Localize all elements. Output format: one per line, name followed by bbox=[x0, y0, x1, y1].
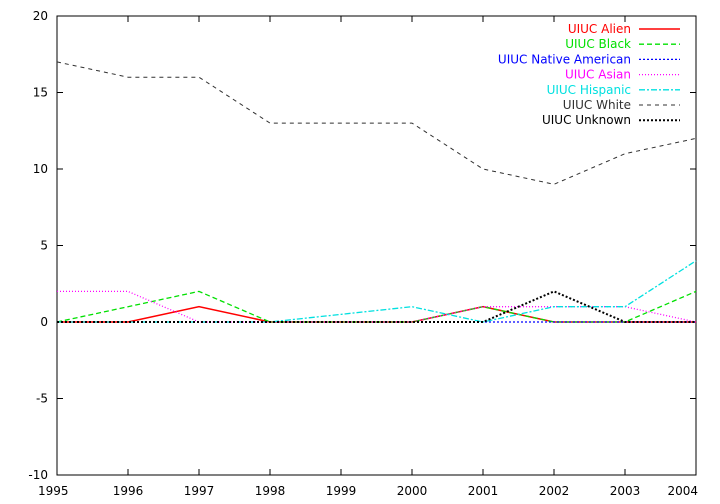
legend-label-uiuc-white: UIUC White bbox=[563, 98, 631, 112]
x-tick-label: 2002 bbox=[539, 484, 570, 498]
x-tick-label: 1995 bbox=[38, 484, 69, 498]
y-tick-label: 15 bbox=[33, 86, 48, 100]
x-tick-label: 1997 bbox=[184, 484, 215, 498]
series-line-uiuc-hispanic bbox=[57, 260, 697, 323]
x-tick-label: 1998 bbox=[255, 484, 286, 498]
x-tick-label: 2004 bbox=[667, 484, 698, 498]
x-tick-label: 1999 bbox=[326, 484, 357, 498]
axis-ticks: -10 -5 0 5 10 15 20 1995 1996 1997 1998 1999 2000 200… bbox=[28, 9, 698, 498]
y-tick-label: -10 bbox=[28, 468, 48, 482]
legend-label-uiuc-hispanic: UIUC Hispanic bbox=[547, 83, 631, 97]
x-tick-label: 2003 bbox=[610, 484, 641, 498]
legend-label-uiuc-asian: UIUC Asian bbox=[565, 68, 631, 82]
x-tick-label: 2001 bbox=[468, 484, 499, 498]
x-tick-label: 2000 bbox=[397, 484, 428, 498]
legend-label-uiuc-black: UIUC Black bbox=[565, 37, 631, 51]
y-tick-label: 5 bbox=[40, 239, 48, 253]
legend-label-uiuc-native-american: UIUC Native American bbox=[498, 52, 631, 66]
y-tick-label: 0 bbox=[40, 315, 48, 329]
series-line-uiuc-unknown bbox=[57, 290, 696, 323]
y-tick-label: 20 bbox=[33, 9, 48, 23]
series-line-uiuc-alien bbox=[57, 305, 696, 323]
legend-label-uiuc-unknown: UIUC Unknown bbox=[542, 113, 631, 127]
series-lines bbox=[56, 61, 697, 323]
x-tick-label: 1996 bbox=[113, 484, 144, 498]
y-tick-label: -5 bbox=[36, 392, 48, 406]
y-tick-label: 10 bbox=[33, 162, 48, 176]
legend-label-uiuc-alien: UIUC Alien bbox=[568, 22, 631, 36]
